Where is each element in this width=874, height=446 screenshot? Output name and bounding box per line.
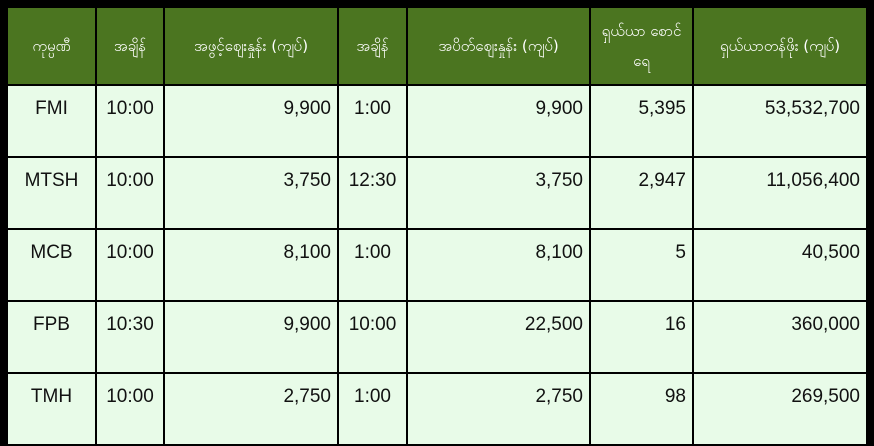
cell-open-price: 9,900 — [165, 302, 337, 372]
cell-company: FMI — [8, 86, 95, 156]
header-company: ကုမ္ပဏီ — [8, 8, 95, 84]
cell-company: FPB — [8, 302, 95, 372]
cell-open-price: 2,750 — [165, 374, 337, 444]
table-row: FPB 10:30 9,900 10:00 22,500 16 360,000 — [8, 302, 866, 372]
cell-open-time: 10:00 — [97, 86, 163, 156]
header-row: ကုမ္ပဏီ အချိန် အဖွင့်ဈေးနှုန်း (ကျပ်) အခ… — [8, 8, 866, 84]
cell-open-time: 10:00 — [97, 374, 163, 444]
table-row: FMI 10:00 9,900 1:00 9,900 5,395 53,532,700 — [8, 86, 866, 156]
cell-close-price: 8,100 — [408, 230, 589, 300]
table-row: MTSH 10:00 3,750 12:30 3,750 2,947 11,056,400 — [8, 158, 866, 228]
cell-share-volume: 16 — [591, 302, 692, 372]
cell-company: TMH — [8, 374, 95, 444]
cell-share-volume: 5 — [591, 230, 692, 300]
cell-share-value: 360,000 — [694, 302, 866, 372]
cell-close-time: 1:00 — [339, 374, 406, 444]
cell-open-time: 10:00 — [97, 230, 163, 300]
header-open-time: အချိန် — [97, 8, 163, 84]
cell-share-value: 269,500 — [694, 374, 866, 444]
table-row: MCB 10:00 8,100 1:00 8,100 5 40,500 — [8, 230, 866, 300]
header-open-price: အဖွင့်ဈေးနှုန်း (ကျပ်) — [165, 8, 337, 84]
header-share-value: ရှယ်ယာတန်ဖိုး (ကျပ်) — [694, 8, 866, 84]
cell-share-volume: 5,395 — [591, 86, 692, 156]
cell-close-price: 9,900 — [408, 86, 589, 156]
cell-share-volume: 2,947 — [591, 158, 692, 228]
cell-company: MTSH — [8, 158, 95, 228]
cell-open-price: 9,900 — [165, 86, 337, 156]
stock-price-table: ကုမ္ပဏီ အချိန် အဖွင့်ဈေးနှုန်း (ကျပ်) အခ… — [6, 6, 868, 446]
cell-company: MCB — [8, 230, 95, 300]
cell-share-volume: 98 — [591, 374, 692, 444]
cell-open-price: 3,750 — [165, 158, 337, 228]
cell-close-price: 22,500 — [408, 302, 589, 372]
cell-close-price: 2,750 — [408, 374, 589, 444]
header-share-volume: ရှယ်ယာ စောင်ရေ — [591, 8, 692, 84]
cell-open-time: 10:30 — [97, 302, 163, 372]
cell-close-time: 1:00 — [339, 86, 406, 156]
cell-open-price: 8,100 — [165, 230, 337, 300]
header-close-price: အပိတ်ဈေးနှုန်း (ကျပ်) — [408, 8, 589, 84]
cell-close-time: 10:00 — [339, 302, 406, 372]
table-row: TMH 10:00 2,750 1:00 2,750 98 269,500 — [8, 374, 866, 444]
cell-share-value: 11,056,400 — [694, 158, 866, 228]
cell-close-price: 3,750 — [408, 158, 589, 228]
cell-share-value: 40,500 — [694, 230, 866, 300]
header-close-time: အချိန် — [339, 8, 406, 84]
cell-close-time: 12:30 — [339, 158, 406, 228]
cell-open-time: 10:00 — [97, 158, 163, 228]
cell-close-time: 1:00 — [339, 230, 406, 300]
cell-share-value: 53,532,700 — [694, 86, 866, 156]
